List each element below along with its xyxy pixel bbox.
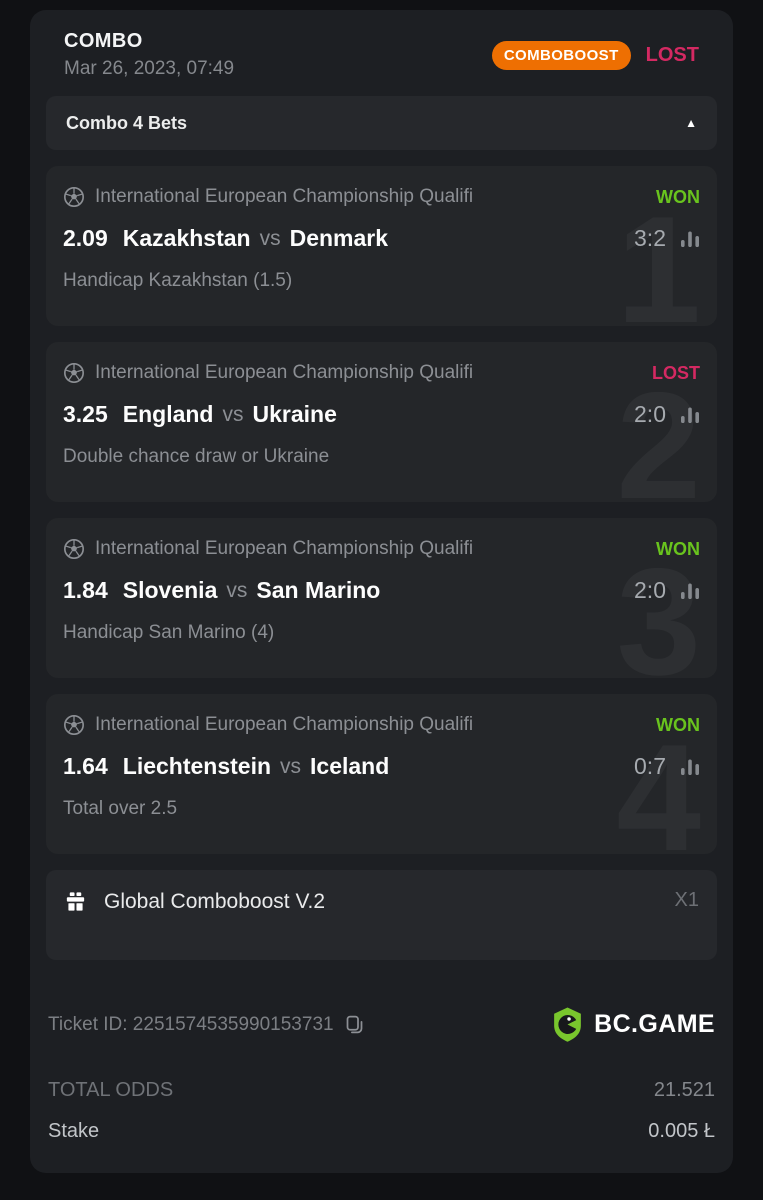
league-name: International European Championship Qual… [95,714,474,735]
stats-icon[interactable] [680,757,700,776]
bet-market: Handicap Kazakhstan (1.5) [63,270,293,291]
stake-value: 0.005 Ł [648,1120,715,1142]
gift-icon [64,890,87,913]
ticket-id: Ticket ID: 2251574535990153731 [48,1013,334,1035]
header-right: COMBOBOOST LOST [491,40,699,70]
home-team: Kazakhstan [122,225,251,251]
brand-logo: BC.GAME [549,1006,715,1043]
comboboost-badge[interactable]: COMBOBOOST [491,40,631,70]
bet-card: 2 International European Championship Qu… [46,342,717,502]
ticket-summary: TOTAL ODDS 21.521 Stake 0.005 Ł [46,1079,717,1143]
bet-card: 4 International European Championship Qu… [46,694,717,854]
bet-market: Handicap San Marino (4) [63,622,275,643]
bet-status: LOST [652,362,700,383]
away-team: Denmark [289,225,389,251]
bet-card: 1 International European Championship Qu… [46,166,717,326]
ticket-status: LOST [645,43,699,66]
bet-index-watermark: 3 [616,546,701,678]
home-team: Slovenia [122,577,218,603]
copy-icon[interactable] [344,1014,365,1035]
soccer-ball-icon [63,714,85,736]
bet-status: WON [656,186,700,207]
chevron-up-icon[interactable]: ▲ [685,116,697,130]
comboboost-multiplier: X1 [674,889,699,911]
vs-separator: vs [280,754,302,778]
bet-ticket-panel: COMBO Mar 26, 2023, 07:49 COMBOBOOST LOS… [30,10,733,1173]
bet-index-watermark: 2 [616,370,701,502]
home-team: England [122,401,214,427]
league-name: International European Championship Qual… [95,538,474,559]
match-score: 3:2 [634,225,666,251]
bet-odds: 1.64 [63,753,108,779]
bet-market: Double chance draw or Ukraine [63,446,330,467]
bet-market: Total over 2.5 [63,798,178,819]
total-odds-value: 21.521 [653,1079,715,1101]
ticket-id-row: Ticket ID: 2251574535990153731 BC.GAME [46,1006,717,1043]
soccer-ball-icon [63,362,85,384]
ticket-header: COMBO Mar 26, 2023, 07:49 COMBOBOOST LOS… [46,10,717,96]
vs-separator: vs [226,578,248,602]
bcgame-shield-icon [549,1006,586,1043]
league-name: International European Championship Qual… [95,186,474,207]
stats-icon[interactable] [680,229,700,248]
combo-bets-toggle[interactable]: Combo 4 Bets ▲ [46,96,717,150]
bet-status: WON [656,714,700,735]
total-odds-label: TOTAL ODDS [48,1079,174,1101]
header-left: COMBO Mar 26, 2023, 07:49 [64,30,234,80]
stake-label: Stake [48,1120,100,1142]
bet-odds: 1.84 [63,577,108,603]
bet-status: WON [656,538,700,559]
brand-name: BC.GAME [594,1010,715,1038]
league-name: International European Championship Qual… [95,362,474,383]
home-team: Liechtenstein [122,753,272,779]
away-team: San Marino [256,577,381,603]
vs-separator: vs [259,226,281,250]
bet-index-watermark: 1 [616,194,701,326]
stats-icon[interactable] [680,581,700,600]
combo-bets-label: Combo 4 Bets [66,112,188,133]
soccer-ball-icon [63,186,85,208]
match-score: 0:7 [634,753,666,779]
bet-odds: 2.09 [63,225,108,251]
bet-card: 3 International European Championship Qu… [46,518,717,678]
match-score: 2:0 [634,577,666,603]
away-team: Iceland [310,753,390,779]
away-team: Ukraine [252,401,337,427]
bet-index-watermark: 4 [616,722,701,854]
comboboost-card: Global Comboboost V.2 X1 [46,870,717,960]
ticket-date: Mar 26, 2023, 07:49 [64,58,235,79]
soccer-ball-icon [63,538,85,560]
ticket-type-title: COMBO [64,30,143,52]
bet-odds: 3.25 [63,401,108,427]
stats-icon[interactable] [680,405,700,424]
comboboost-name: Global Comboboost V.2 [104,890,326,913]
vs-separator: vs [222,402,244,426]
match-score: 2:0 [634,401,666,427]
